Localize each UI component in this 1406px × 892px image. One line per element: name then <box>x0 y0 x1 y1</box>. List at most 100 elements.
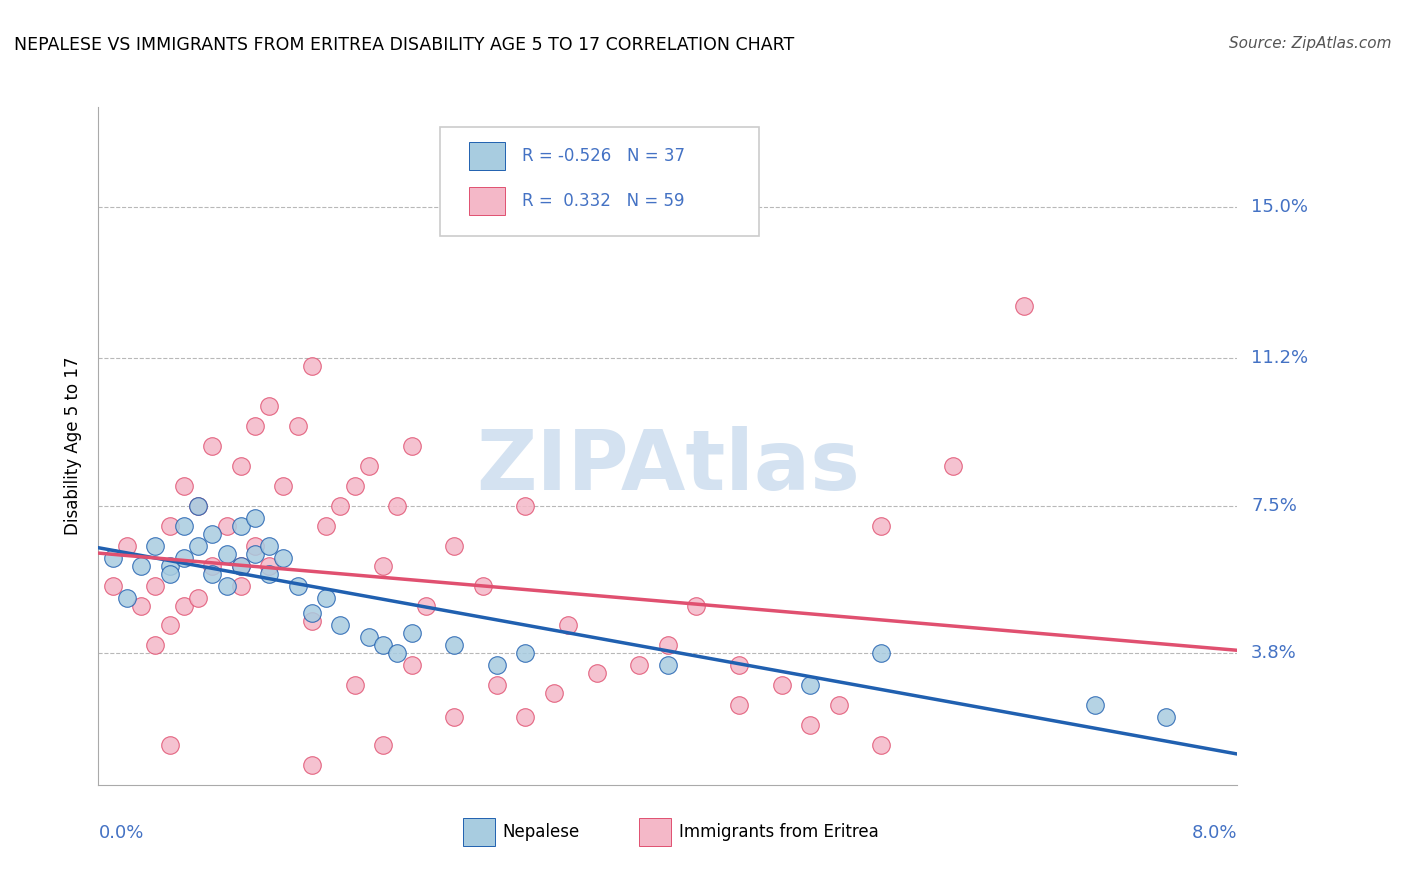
Point <box>243 419 266 434</box>
Point <box>301 758 323 772</box>
Point <box>1012 300 1035 314</box>
Point <box>315 518 337 533</box>
Point <box>129 558 152 573</box>
Text: ZIPAtlas: ZIPAtlas <box>475 425 860 507</box>
Text: Source: ZipAtlas.com: Source: ZipAtlas.com <box>1229 36 1392 51</box>
Point <box>187 499 209 513</box>
Point <box>329 499 352 513</box>
Point <box>187 499 209 513</box>
Point <box>315 591 337 605</box>
Point <box>187 591 209 605</box>
Point <box>159 558 181 573</box>
Text: Immigrants from Eritrea: Immigrants from Eritrea <box>679 822 879 841</box>
Point <box>387 499 409 513</box>
Point <box>259 566 281 581</box>
Point <box>870 518 893 533</box>
Text: 11.2%: 11.2% <box>1251 350 1309 368</box>
Point <box>799 718 821 732</box>
Point <box>343 678 366 692</box>
Point <box>685 599 707 613</box>
Point <box>187 539 209 553</box>
Point <box>215 547 238 561</box>
Point <box>201 558 224 573</box>
Point <box>387 646 409 660</box>
Point <box>942 458 965 473</box>
Point <box>585 666 607 681</box>
Point <box>259 558 281 573</box>
Point <box>415 599 437 613</box>
Point <box>229 558 252 573</box>
Text: 7.5%: 7.5% <box>1251 497 1298 515</box>
Y-axis label: Disability Age 5 to 17: Disability Age 5 to 17 <box>65 357 83 535</box>
Point <box>145 578 167 592</box>
Point <box>371 558 394 573</box>
Point <box>273 479 295 493</box>
Point <box>657 658 679 673</box>
Text: 15.0%: 15.0% <box>1251 198 1308 216</box>
FancyBboxPatch shape <box>468 142 505 170</box>
Point <box>870 646 893 660</box>
Point <box>159 618 181 632</box>
Point <box>101 550 124 565</box>
Point <box>443 710 465 724</box>
Point <box>1084 698 1107 713</box>
Point <box>371 738 394 752</box>
Point <box>515 710 537 724</box>
Point <box>828 698 851 713</box>
Point <box>543 686 565 700</box>
Point <box>201 526 224 541</box>
Point <box>401 439 423 453</box>
Point <box>215 518 238 533</box>
Point <box>229 458 252 473</box>
Point <box>343 479 366 493</box>
Text: R =  0.332   N = 59: R = 0.332 N = 59 <box>522 192 685 210</box>
Point <box>657 639 679 653</box>
Point <box>515 499 537 513</box>
Point <box>229 578 252 592</box>
Text: Nepalese: Nepalese <box>503 822 579 841</box>
Point <box>301 615 323 629</box>
Point <box>259 539 281 553</box>
Point <box>557 618 579 632</box>
Text: NEPALESE VS IMMIGRANTS FROM ERITREA DISABILITY AGE 5 TO 17 CORRELATION CHART: NEPALESE VS IMMIGRANTS FROM ERITREA DISA… <box>14 36 794 54</box>
Point <box>229 518 252 533</box>
FancyBboxPatch shape <box>440 128 759 235</box>
Point <box>799 678 821 692</box>
Point <box>273 550 295 565</box>
Point <box>243 539 266 553</box>
Text: 3.8%: 3.8% <box>1251 644 1296 663</box>
Point <box>145 639 167 653</box>
Point <box>173 479 195 493</box>
Point <box>173 550 195 565</box>
Point <box>728 658 751 673</box>
Point <box>515 646 537 660</box>
Text: 0.0%: 0.0% <box>98 824 143 842</box>
Point <box>129 599 152 613</box>
Point <box>159 518 181 533</box>
Point <box>728 698 751 713</box>
Point <box>145 539 167 553</box>
Point <box>770 678 793 692</box>
FancyBboxPatch shape <box>468 186 505 215</box>
Point <box>159 738 181 752</box>
Point <box>443 539 465 553</box>
Point <box>471 578 494 592</box>
Point <box>243 510 266 524</box>
Point <box>115 591 138 605</box>
Point <box>357 631 380 645</box>
Point <box>287 578 309 592</box>
FancyBboxPatch shape <box>463 817 495 846</box>
Point <box>486 678 509 692</box>
Point <box>357 458 380 473</box>
Point <box>371 639 394 653</box>
Point <box>115 539 138 553</box>
Point <box>259 399 281 413</box>
Text: R = -0.526   N = 37: R = -0.526 N = 37 <box>522 147 685 165</box>
Point <box>173 599 195 613</box>
Point <box>486 658 509 673</box>
Point <box>329 618 352 632</box>
Point <box>201 566 224 581</box>
Point <box>229 558 252 573</box>
Point <box>243 547 266 561</box>
Point <box>173 518 195 533</box>
